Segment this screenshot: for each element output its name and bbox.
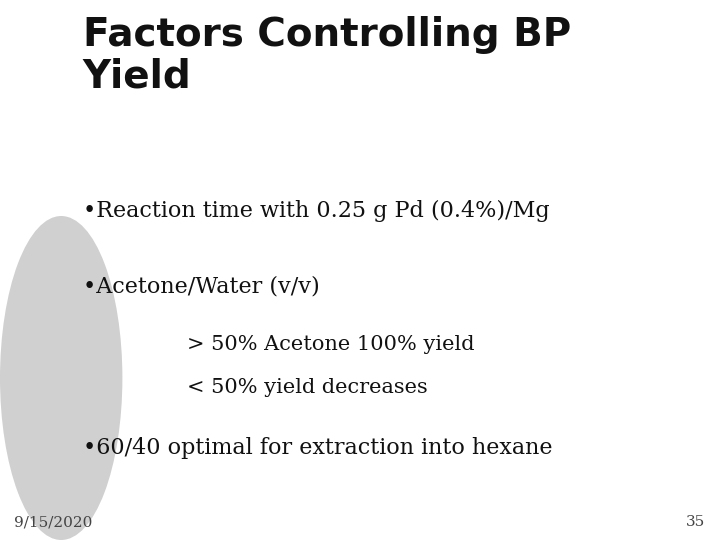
Text: •Acetone/Water (v/v): •Acetone/Water (v/v) bbox=[83, 275, 320, 298]
Ellipse shape bbox=[0, 216, 122, 540]
Text: •60/40 optimal for extraction into hexane: •60/40 optimal for extraction into hexan… bbox=[83, 437, 552, 460]
Text: > 50% Acetone 100% yield: > 50% Acetone 100% yield bbox=[187, 335, 474, 354]
Text: 35: 35 bbox=[686, 515, 706, 529]
Text: 9/15/2020: 9/15/2020 bbox=[14, 515, 93, 529]
Text: < 50% yield decreases: < 50% yield decreases bbox=[187, 378, 428, 397]
Text: Factors Controlling BP
Yield: Factors Controlling BP Yield bbox=[83, 16, 571, 95]
Text: •Reaction time with 0.25 g Pd (0.4%)/Mg: •Reaction time with 0.25 g Pd (0.4%)/Mg bbox=[83, 200, 549, 222]
